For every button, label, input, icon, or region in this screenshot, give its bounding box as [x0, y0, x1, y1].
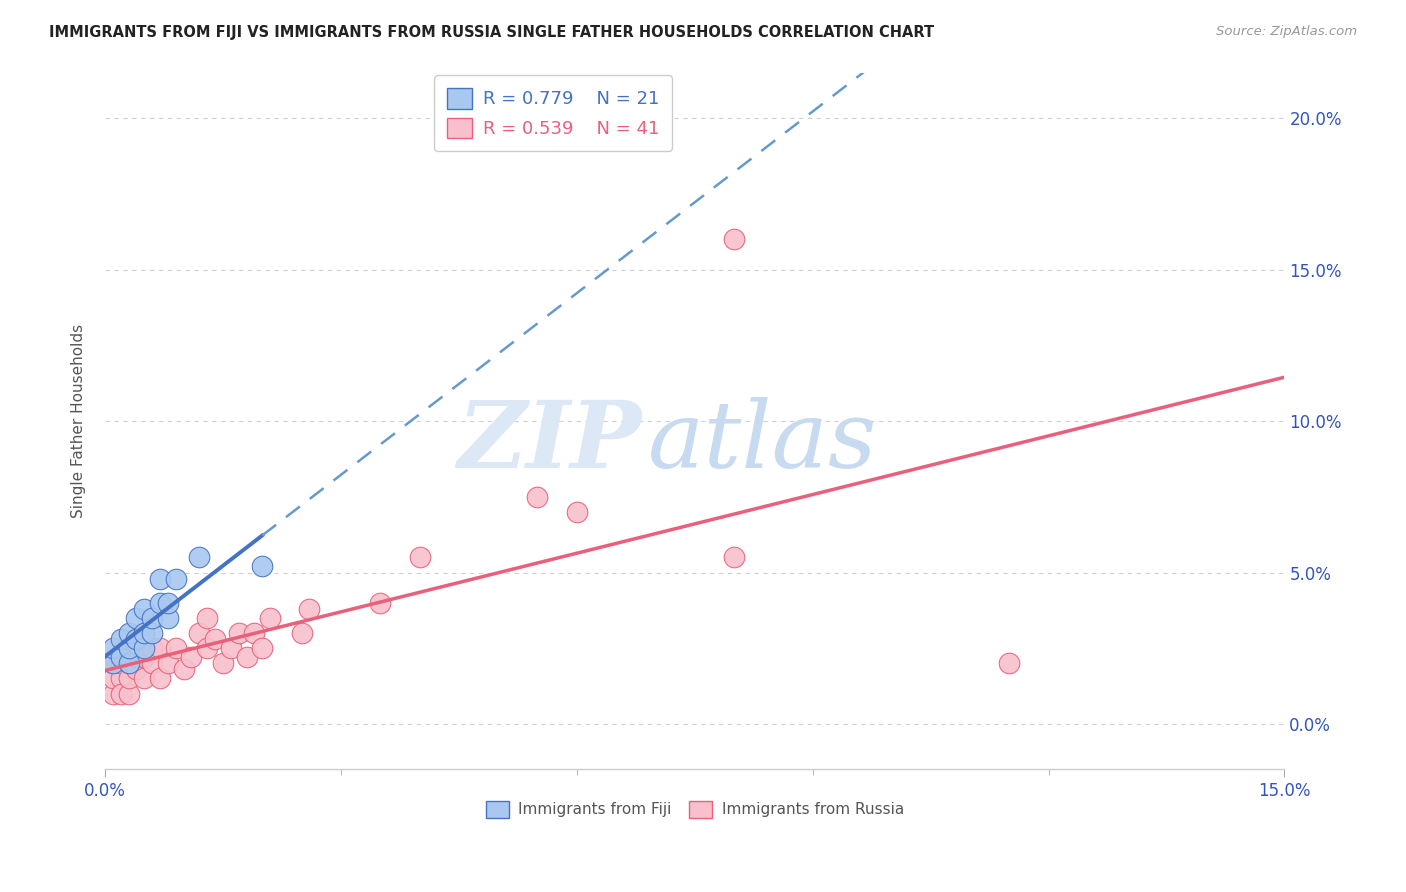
Point — [173, 662, 195, 676]
Point — [117, 672, 139, 686]
Text: Source: ZipAtlas.com: Source: ZipAtlas.com — [1216, 25, 1357, 38]
Point — [408, 550, 430, 565]
Point — [101, 657, 124, 671]
Point — [117, 657, 139, 671]
Point — [228, 626, 250, 640]
Point — [219, 641, 242, 656]
Point — [188, 550, 211, 565]
Text: atlas: atlas — [648, 397, 877, 487]
Point — [134, 672, 156, 686]
Legend: Immigrants from Fiji, Immigrants from Russia: Immigrants from Fiji, Immigrants from Ru… — [479, 795, 910, 824]
Y-axis label: Single Father Households: Single Father Households — [72, 324, 86, 518]
Point — [149, 641, 172, 656]
Point — [195, 611, 218, 625]
Point — [252, 641, 274, 656]
Point — [110, 687, 132, 701]
Point — [235, 650, 257, 665]
Point — [117, 626, 139, 640]
Text: ZIP: ZIP — [457, 397, 641, 487]
Point — [723, 550, 745, 565]
Point — [165, 641, 187, 656]
Point — [149, 596, 172, 610]
Point — [110, 632, 132, 647]
Point — [141, 641, 163, 656]
Point — [110, 650, 132, 665]
Point — [117, 641, 139, 656]
Point — [141, 626, 163, 640]
Point — [156, 657, 179, 671]
Point — [565, 505, 588, 519]
Point — [134, 602, 156, 616]
Point — [134, 626, 156, 640]
Point — [117, 687, 139, 701]
Point — [723, 232, 745, 246]
Point — [134, 650, 156, 665]
Point — [165, 572, 187, 586]
Point — [149, 672, 172, 686]
Point — [298, 602, 321, 616]
Point — [188, 626, 211, 640]
Point — [195, 641, 218, 656]
Point — [526, 490, 548, 504]
Point — [156, 611, 179, 625]
Point — [125, 650, 148, 665]
Point — [156, 596, 179, 610]
Point — [259, 611, 281, 625]
Point — [125, 611, 148, 625]
Point — [149, 572, 172, 586]
Point — [243, 626, 266, 640]
Point — [117, 641, 139, 656]
Point — [290, 626, 312, 640]
Point — [141, 611, 163, 625]
Point — [125, 632, 148, 647]
Point — [998, 657, 1021, 671]
Point — [252, 559, 274, 574]
Point — [110, 672, 132, 686]
Point — [110, 657, 132, 671]
Point — [180, 650, 202, 665]
Point — [134, 641, 156, 656]
Point — [101, 657, 124, 671]
Point — [101, 687, 124, 701]
Point — [212, 657, 235, 671]
Point — [101, 672, 124, 686]
Point — [117, 657, 139, 671]
Point — [368, 596, 391, 610]
Point — [204, 632, 226, 647]
Point — [101, 641, 124, 656]
Text: IMMIGRANTS FROM FIJI VS IMMIGRANTS FROM RUSSIA SINGLE FATHER HOUSEHOLDS CORRELAT: IMMIGRANTS FROM FIJI VS IMMIGRANTS FROM … — [49, 25, 935, 40]
Point — [125, 662, 148, 676]
Point — [141, 657, 163, 671]
